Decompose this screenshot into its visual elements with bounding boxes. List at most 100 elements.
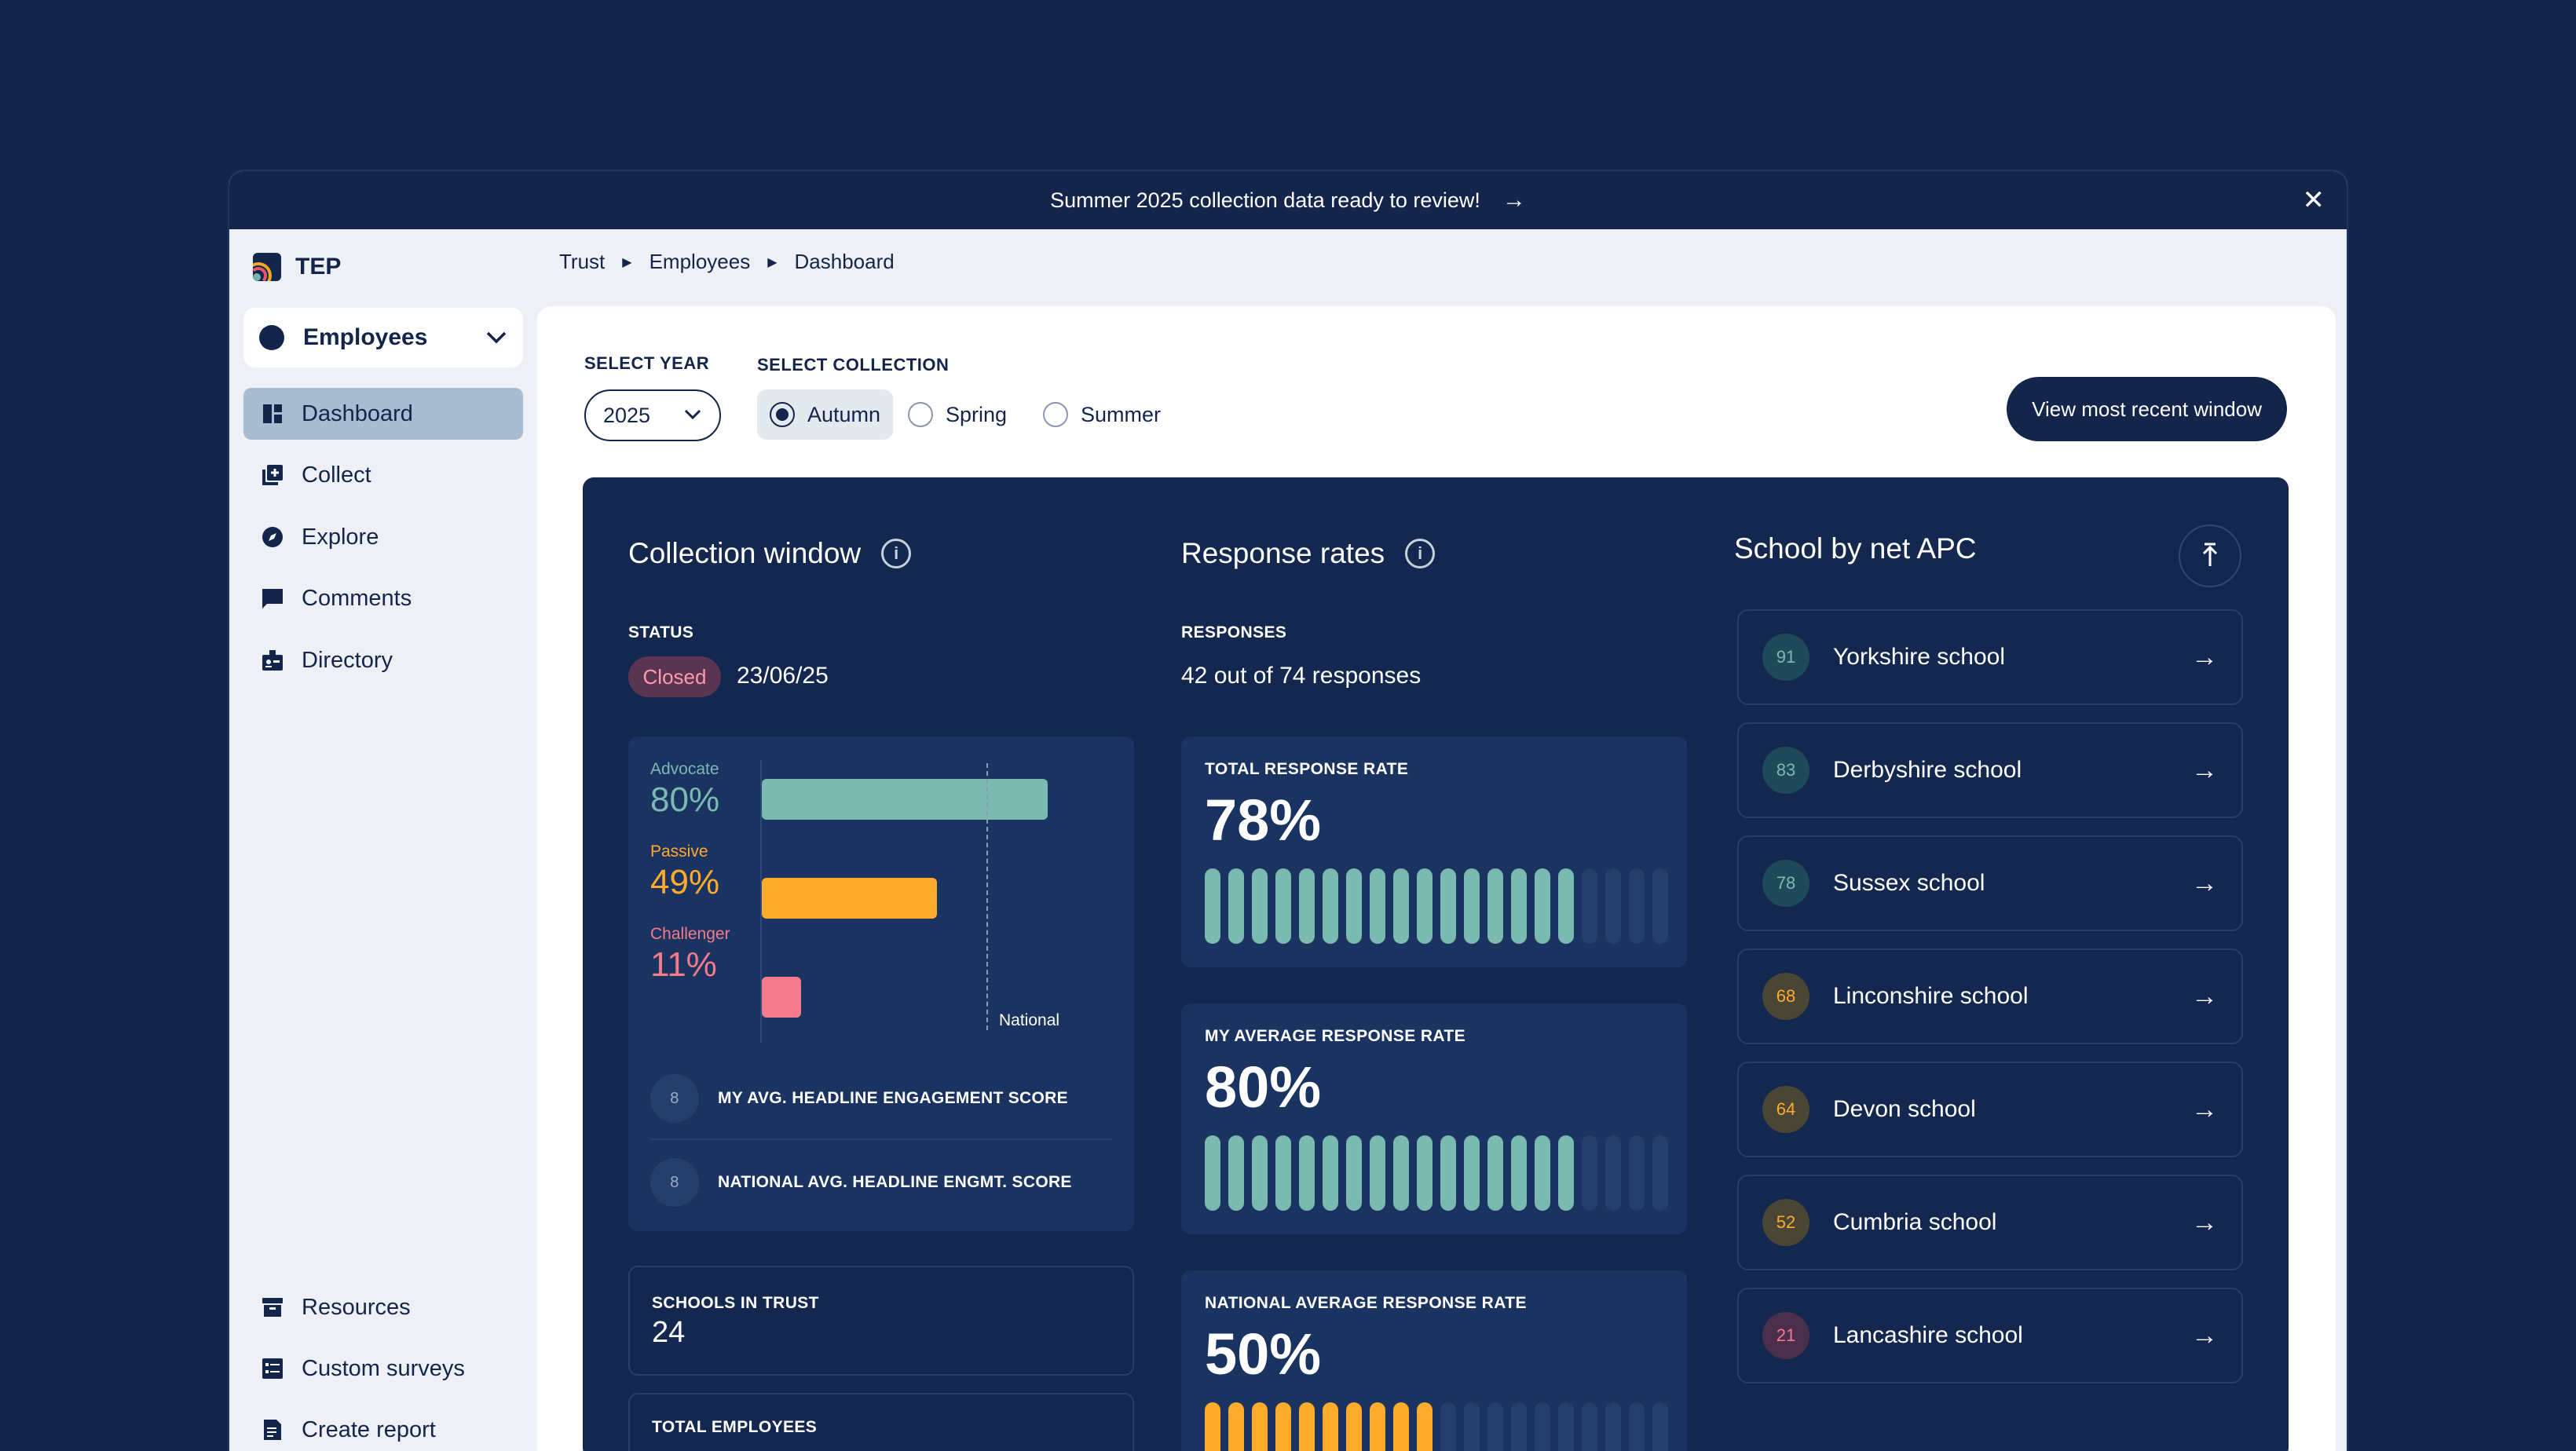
tick-filled <box>1346 1135 1362 1211</box>
comment-icon <box>259 585 286 612</box>
nav-dashboard[interactable]: Dashboard <box>243 388 523 440</box>
sort-icon[interactable] <box>2179 524 2241 587</box>
tick-filled <box>1417 1402 1433 1451</box>
school-row[interactable]: 91 Yorkshire school → <box>1737 609 2243 705</box>
close-icon[interactable]: ✕ <box>2302 185 2325 215</box>
nav-custom-surveys[interactable]: Custom surveys <box>243 1343 523 1394</box>
breadcrumb-dashboard: Dashboard <box>794 250 895 273</box>
my-avg-score-row: 8 MY AVG. HEADLINE ENGAGEMENT SCORE <box>650 1074 1068 1123</box>
arrow-right-icon[interactable]: → <box>2191 1094 2218 1124</box>
national-marker-line <box>986 763 988 1030</box>
school-row[interactable]: 68 Linconshire school → <box>1737 948 2243 1044</box>
brand-logo[interactable]: TEP <box>253 253 341 281</box>
tick-filled <box>1228 1402 1244 1451</box>
info-icon[interactable]: i <box>1405 539 1436 568</box>
rate-ticks <box>1205 1135 1668 1211</box>
tick-filled <box>1275 1135 1291 1211</box>
nav-label: Comments <box>302 585 412 611</box>
nav-resources[interactable]: Resources <box>243 1281 523 1333</box>
radio-label: Summer <box>1081 402 1162 426</box>
caret-right-icon: ▶ <box>622 255 632 269</box>
arrow-right-icon[interactable]: → <box>2191 981 2218 1011</box>
module-select[interactable]: Employees <box>243 308 523 367</box>
arrow-right-icon[interactable]: → <box>2191 641 2218 672</box>
dashboard-panel: Collection window i STATUS Closed 23/06/… <box>583 477 2289 1451</box>
nav-collect[interactable]: Collect <box>243 449 523 501</box>
tick-filled <box>1393 1135 1409 1211</box>
school-row[interactable]: 64 Devon school → <box>1737 1062 2243 1157</box>
tick-empty <box>1582 1402 1597 1451</box>
rate-label: NATIONAL AVERAGE RESPONSE RATE <box>1205 1294 1527 1312</box>
tick-empty <box>1487 1402 1503 1451</box>
school-row[interactable]: 78 Sussex school → <box>1737 835 2243 931</box>
breadcrumb-trust[interactable]: Trust <box>559 250 606 273</box>
tick-empty <box>1558 1402 1574 1451</box>
radio-autumn[interactable]: Autumn <box>757 389 894 440</box>
nav-explore[interactable]: Explore <box>243 511 523 563</box>
schools-in-trust-value: 24 <box>652 1316 686 1349</box>
breadcrumb-employees[interactable]: Employees <box>649 250 751 273</box>
tick-filled <box>1228 868 1244 944</box>
national-avg-score-row: 8 NATIONAL AVG. HEADLINE ENGMT. SCORE <box>650 1158 1072 1207</box>
nav-create-report[interactable]: Create report <box>243 1404 523 1451</box>
radio-selected-icon <box>770 402 795 427</box>
score-label: MY AVG. HEADLINE ENGAGEMENT SCORE <box>718 1089 1068 1107</box>
view-recent-window-button[interactable]: View most recent window <box>2007 377 2287 441</box>
tick-filled <box>1252 868 1268 944</box>
school-name: Derbyshire school <box>1833 757 2022 783</box>
passive-bar <box>762 878 937 919</box>
tick-empty <box>1605 868 1621 944</box>
announcement-banner[interactable]: Summer 2025 collection data ready to rev… <box>229 171 2347 229</box>
banner-text[interactable]: Summer 2025 collection data ready to rev… <box>1050 188 1480 212</box>
schools-in-trust-card: SCHOOLS IN TRUST 24 <box>628 1266 1134 1376</box>
tick-empty <box>1440 1402 1456 1451</box>
tick-empty <box>1535 1402 1550 1451</box>
school-name: Devon school <box>1833 1096 1976 1122</box>
arrow-right-icon[interactable]: → <box>2191 1207 2218 1237</box>
school-name: Sussex school <box>1833 870 1985 896</box>
school-score-badge: 91 <box>1762 634 1809 681</box>
advocate-label: Advocate <box>650 760 719 778</box>
arrow-right-icon[interactable]: → <box>2191 868 2218 898</box>
tick-filled <box>1205 868 1220 944</box>
tick-filled <box>1323 868 1338 944</box>
passive-value: 49% <box>650 863 720 901</box>
advocate-bar <box>762 779 1048 820</box>
collection-window-title: Collection window i <box>628 537 912 570</box>
responses-text: 42 out of 74 responses <box>1181 663 1422 689</box>
nav-label: Explore <box>302 524 379 550</box>
nav-label: Directory <box>302 647 393 673</box>
school-score-badge: 52 <box>1762 1199 1809 1246</box>
nav-directory[interactable]: Directory <box>243 634 523 686</box>
schools-in-trust-label: SCHOOLS IN TRUST <box>652 1294 819 1312</box>
sidebar: TEP Employees Dashboard Collect Expl <box>229 229 537 1451</box>
info-icon[interactable]: i <box>881 539 912 568</box>
national-average-response-rate-card: NATIONAL AVERAGE RESPONSE RATE 50% <box>1181 1270 1687 1451</box>
rate-value: 80% <box>1205 1054 1322 1120</box>
divider <box>650 1139 1112 1140</box>
tick-filled <box>1252 1402 1268 1451</box>
arrow-right-icon[interactable]: → <box>1502 187 1526 213</box>
engagement-card: Advocate 80% Passive 49% Challenger 11% … <box>628 736 1134 1231</box>
arrow-right-icon[interactable]: → <box>2191 755 2218 785</box>
radio-unselected-icon <box>1043 402 1068 427</box>
tick-empty <box>1511 1402 1527 1451</box>
tick-filled <box>1323 1402 1338 1451</box>
tick-filled <box>1440 1135 1456 1211</box>
year-select[interactable]: 2025 <box>584 389 721 441</box>
radio-summer[interactable]: Summer <box>1030 389 1173 440</box>
response-rates-heading: Response rates <box>1181 537 1385 569</box>
school-row[interactable]: 83 Derbyshire school → <box>1737 722 2243 818</box>
nav-comments[interactable]: Comments <box>243 572 523 624</box>
rate-label: MY AVERAGE RESPONSE RATE <box>1205 1027 1466 1045</box>
arrow-right-icon[interactable]: → <box>2191 1320 2218 1350</box>
radio-spring[interactable]: Spring <box>895 389 1019 440</box>
tick-filled <box>1464 1135 1480 1211</box>
school-row[interactable]: 21 Lancashire school → <box>1737 1288 2243 1383</box>
school-score-badge: 21 <box>1762 1312 1809 1359</box>
tick-filled <box>1417 1135 1433 1211</box>
school-row[interactable]: 52 Cumbria school → <box>1737 1175 2243 1270</box>
tick-filled <box>1370 1402 1385 1451</box>
tick-filled <box>1370 1135 1385 1211</box>
bar-axis <box>760 760 762 1043</box>
